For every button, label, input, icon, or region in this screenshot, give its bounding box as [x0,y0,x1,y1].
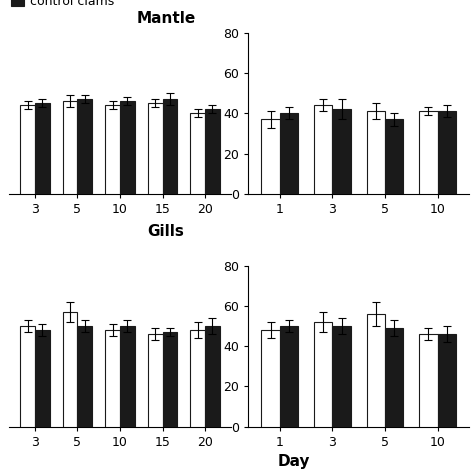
Bar [419,334,438,427]
Bar [366,111,385,194]
Bar [190,113,205,194]
Bar [35,330,50,427]
Bar [63,312,77,427]
Bar [314,105,332,194]
Bar [261,119,280,194]
Bar [190,330,205,427]
Bar [105,105,120,194]
Bar [438,111,456,194]
Bar [20,105,35,194]
Bar [205,109,220,194]
Legend: treated clams, control clams: treated clams, control clams [11,0,117,8]
Bar [63,101,77,194]
Bar [280,113,298,194]
Bar [163,332,177,427]
Bar [77,326,92,427]
Bar [280,326,298,427]
Text: Mantle: Mantle [136,11,195,26]
Bar [20,326,35,427]
Bar [120,326,135,427]
Bar [147,103,163,194]
Bar [35,103,50,194]
Bar [366,314,385,427]
Bar [105,330,120,427]
Bar [205,326,220,427]
Bar [332,326,351,427]
Bar [332,109,351,194]
Bar [314,322,332,427]
Bar [385,328,403,427]
Bar [438,334,456,427]
Text: Gills: Gills [147,224,184,239]
Bar [385,119,403,194]
Bar [147,334,163,427]
Bar [419,111,438,194]
Bar [120,101,135,194]
Bar [163,100,177,194]
Text: Day: Day [278,454,310,469]
Bar [261,330,280,427]
Bar [77,100,92,194]
